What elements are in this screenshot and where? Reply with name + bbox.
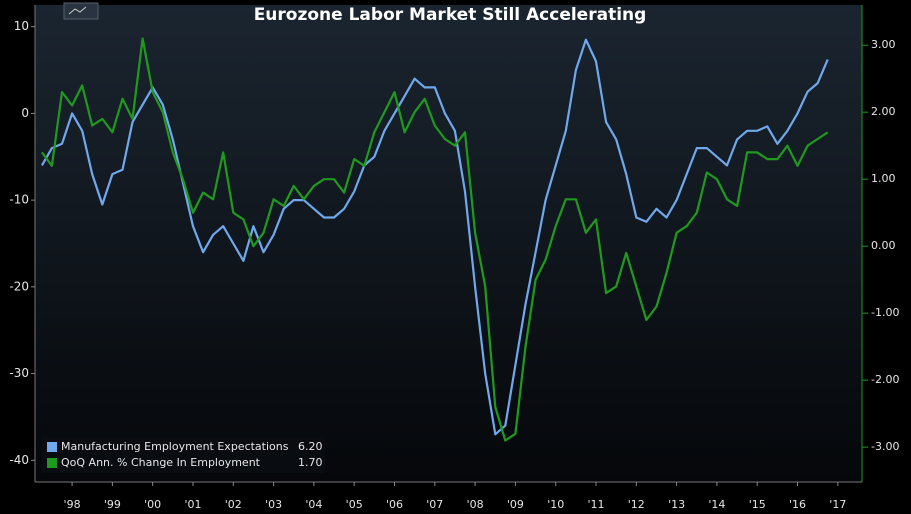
x-tick-label: '05 [346, 498, 363, 511]
chart-title: Eurozone Labor Market Still Accelerating [254, 5, 647, 25]
x-tick-label: '13 [668, 498, 685, 511]
y2-tick-label: 2.00 [871, 105, 896, 118]
y2-tick-label: -3.00 [871, 440, 899, 453]
y-tick-label: -20 [9, 279, 29, 293]
y2-tick-label: 3.00 [871, 38, 896, 51]
x-tick-label: '16 [789, 498, 806, 511]
x-tick-label: '02 [225, 498, 242, 511]
x-tick-label: '99 [104, 498, 121, 511]
legend-label: Manufacturing Employment Expectations [61, 440, 289, 453]
y2-tick-label: -2.00 [871, 373, 899, 386]
x-tick-label: '09 [507, 498, 524, 511]
series-line [41, 37, 829, 442]
legend-swatch [47, 442, 57, 452]
x-tick-label: '06 [386, 498, 403, 511]
y-tick-label: -10 [9, 193, 29, 207]
y-tick-label: 0 [21, 106, 29, 120]
legend [42, 437, 325, 473]
y2-tick-label: -1.00 [871, 306, 899, 319]
x-tick-label: '14 [708, 498, 725, 511]
x-tick-label: '15 [749, 498, 766, 511]
x-tick-label: '03 [265, 498, 282, 511]
x-tick-label: '17 [829, 498, 846, 511]
x-tick-label: '12 [628, 498, 645, 511]
y-tick-label: 10 [14, 19, 29, 33]
legend-value: 6.20 [298, 440, 323, 453]
y-tick-label: -30 [9, 366, 29, 380]
legend-swatch [47, 458, 57, 468]
x-tick-label: '04 [305, 498, 322, 511]
y-tick-label: -40 [9, 453, 29, 467]
series-line [40, 38, 829, 436]
x-tick-label: '08 [467, 498, 484, 511]
legend-value: 1.70 [298, 456, 323, 469]
legend-label: QoQ Ann. % Change In Employment [61, 456, 261, 469]
x-tick-label: '01 [184, 498, 201, 511]
x-tick-label: '98 [64, 498, 81, 511]
chart-menu-icon [68, 6, 87, 15]
x-tick-label: '11 [587, 498, 604, 511]
x-tick-label: '00 [144, 498, 161, 511]
x-tick-label: '07 [426, 498, 443, 511]
y2-tick-label: 1.00 [871, 172, 896, 185]
plot-area [35, 5, 862, 482]
y2-tick-label: 0.00 [871, 239, 896, 252]
x-tick-label: '10 [547, 498, 564, 511]
